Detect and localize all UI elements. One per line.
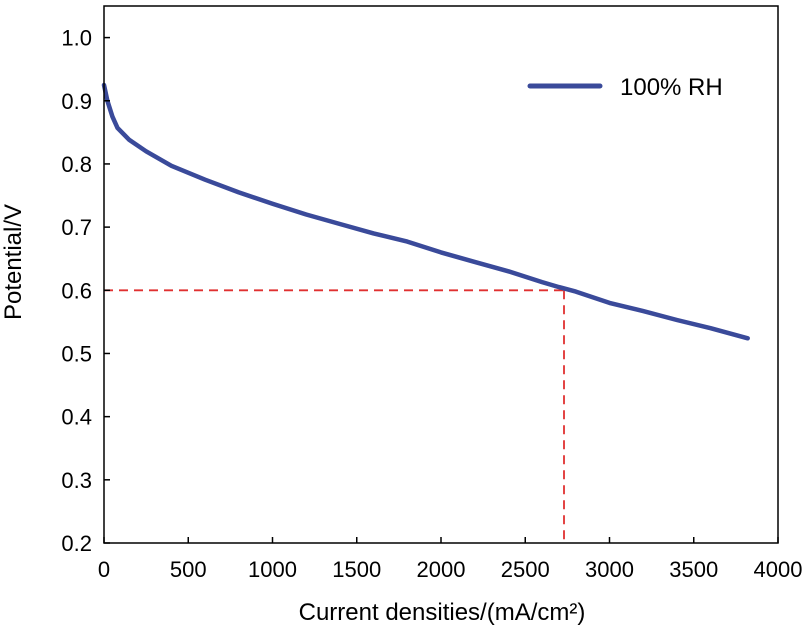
y-tick-label: 0.5 [61,341,92,366]
x-tick-label: 500 [170,557,207,582]
x-tick-label: 2000 [417,557,466,582]
y-tick-label: 0.6 [61,278,92,303]
y-tick-label: 1.0 [61,26,92,51]
series-layer [101,82,750,341]
y-axis-title: Potential/V [0,204,27,320]
y-tick-label: 0.9 [61,89,92,114]
series-line-0 [101,82,750,341]
legend-label: 100% RH [620,74,723,101]
legend: 100% RH [527,74,723,101]
reference-lines [104,289,565,543]
y-tick-label: 0.4 [61,405,92,430]
x-tick-label: 3500 [669,557,718,582]
axis-ticks: 0 500 1000 1500 2000 2500 3000 3500 4000 0.2 0.3 0.… [61,26,802,582]
y-tick-label: 0.8 [61,152,92,177]
x-tick-label: 0 [98,557,110,582]
x-axis-title: Current densities/(mA/cm²) [299,599,586,626]
x-tick-label: 2500 [501,557,550,582]
y-tick-label: 0.7 [61,215,92,240]
x-tick-label: 1500 [332,557,381,582]
y-tick-label: 0.2 [61,531,92,556]
x-tick-label: 1000 [248,557,297,582]
x-tick-label: 4000 [754,557,803,582]
y-tick-label: 0.3 [61,468,92,493]
x-tick-label: 3000 [585,557,634,582]
